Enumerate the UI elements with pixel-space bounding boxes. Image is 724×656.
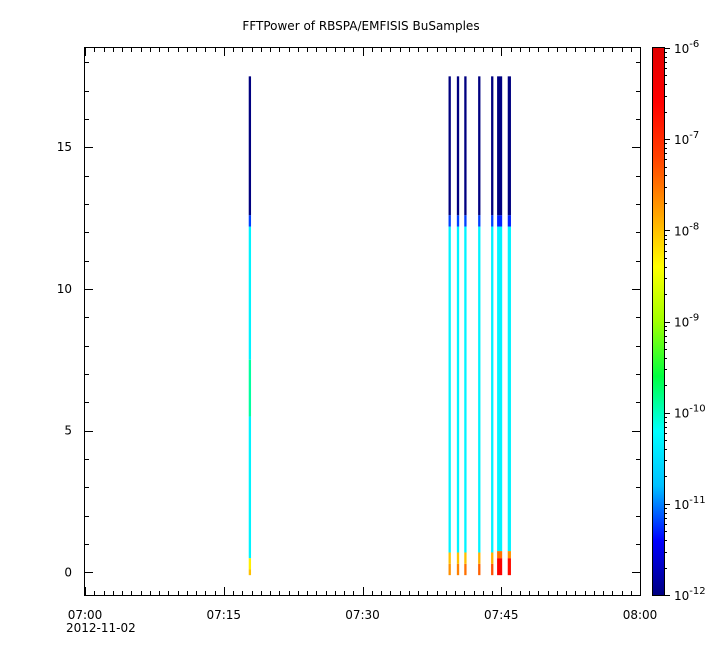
spectrum-cell — [448, 226, 451, 553]
spectrum-cell — [478, 226, 481, 553]
spectrum-cell — [448, 215, 451, 227]
colorbar-tick-label: 10-9 — [674, 313, 699, 330]
spectrum-cell — [248, 558, 252, 570]
spectrum-cell — [464, 76, 467, 216]
spectrum-column — [248, 76, 252, 576]
spectrum-cell — [478, 215, 481, 227]
spectrum-cell — [497, 76, 503, 216]
spectrum-cell — [456, 215, 460, 227]
spectrum-cell — [248, 416, 252, 559]
x-tick-label: 07:15 — [206, 608, 241, 622]
spectrum-cell — [248, 226, 252, 360]
x-tick-label: 07:45 — [484, 608, 519, 622]
spectrum-column — [456, 76, 460, 576]
spectrum-cell — [464, 226, 467, 553]
x-axis: 07:00 07:15 07:30 07:45 08:00 — [68, 48, 658, 622]
spectrum-column — [448, 76, 451, 576]
spectrum-cell — [491, 215, 494, 227]
spectrum-cell — [248, 215, 252, 227]
spectrum-cell — [507, 558, 511, 576]
spectrum-cell — [497, 226, 503, 552]
spectrum-cell — [478, 563, 481, 576]
colorbar: 10-12 10-11 10-10 10-9 10-8 10-7 10-6 — [652, 39, 706, 603]
spectrum-cell — [464, 563, 467, 576]
chart-title: FFTPower of RBSPA/EMFISIS BuSamples — [242, 19, 479, 33]
spectrum-cell — [448, 563, 451, 576]
spectrum-cell — [248, 569, 252, 576]
spectrum-cell — [448, 552, 451, 564]
spectrum-cell — [497, 558, 503, 576]
spectrum-cell — [497, 215, 503, 227]
spectrum-cell — [491, 226, 494, 553]
spectrum-cell — [456, 552, 460, 564]
y-tick-label: 5 — [64, 424, 72, 438]
spectrum-column — [464, 76, 467, 576]
colorbar-tick-label: 10-7 — [674, 130, 699, 147]
spectrum-cell — [248, 76, 252, 216]
spectrum-column — [478, 76, 481, 576]
x-tick-label: 07:30 — [345, 608, 380, 622]
spectrum-cell — [507, 551, 511, 559]
plot-frame — [84, 47, 641, 596]
y-tick-label: 15 — [57, 140, 72, 154]
spectrum-cell — [248, 359, 252, 417]
y-axis: 0 5 10 15 — [57, 62, 640, 579]
spectrum-cell — [507, 76, 511, 216]
spectrum-cell — [448, 76, 451, 216]
y-tick-label: 10 — [57, 282, 72, 296]
spectrum-cell — [456, 76, 460, 216]
spectrum-cell — [478, 552, 481, 564]
x-tick-label: 07:00 — [68, 608, 103, 622]
spectrum-column — [497, 76, 503, 576]
spectrum-cell — [491, 563, 494, 576]
colorbar-tick-label: 10-8 — [674, 221, 699, 238]
plot-marks — [248, 76, 511, 576]
colorbar-tick-label: 10-10 — [674, 404, 706, 421]
spectrum-column — [491, 76, 494, 576]
colorbar-tick-label: 10-12 — [674, 586, 706, 603]
colorbar-gradient — [652, 47, 665, 596]
colorbar-tick-label: 10-11 — [674, 495, 706, 512]
spectrum-cell — [464, 552, 467, 564]
spectrum-cell — [497, 551, 503, 559]
spectrum-cell — [478, 76, 481, 216]
spectrum-cell — [464, 215, 467, 227]
spectrum-column — [507, 76, 511, 576]
spectrum-cell — [507, 215, 511, 227]
spectrum-cell — [507, 226, 511, 552]
spectrum-cell — [456, 563, 460, 576]
colorbar-tick-label: 10-6 — [674, 39, 699, 56]
spectrum-cell — [491, 76, 494, 216]
spectrum-cell — [456, 226, 460, 553]
y-tick-label: 0 — [64, 565, 72, 579]
x-axis-date-label: 2012-11-02 — [66, 621, 136, 635]
x-tick-label: 08:00 — [623, 608, 658, 622]
spectrum-cell — [491, 552, 494, 564]
